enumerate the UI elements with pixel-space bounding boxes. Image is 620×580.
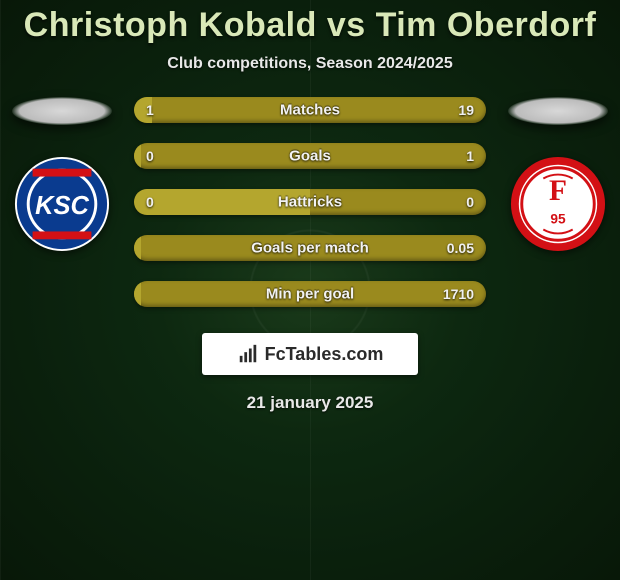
stat-label: Matches — [280, 102, 340, 119]
stat-left-value: 1 — [146, 102, 154, 118]
stat-label: Goals per match — [251, 240, 369, 257]
stat-right-value: 19 — [458, 102, 474, 118]
brand-text: FcTables.com — [265, 344, 384, 365]
stat-left-value: 0 — [146, 148, 154, 164]
page-title: Christoph Kobald vs Tim Oberdorf — [0, 0, 620, 45]
stat-right-value: 1 — [466, 148, 474, 164]
svg-text:KSC: KSC — [35, 192, 89, 220]
date-text: 21 january 2025 — [0, 393, 620, 413]
subtitle: Club competitions, Season 2024/2025 — [0, 55, 620, 73]
stat-label: Min per goal — [266, 286, 354, 303]
stat-right-value: 0 — [466, 194, 474, 210]
brand-badge[interactable]: FcTables.com — [202, 333, 418, 375]
stat-label: Hattricks — [278, 194, 342, 211]
stat-row: Goals per match 0.05 — [134, 235, 486, 261]
svg-text:F: F — [549, 175, 567, 207]
left-team-crest: KSC — [13, 155, 111, 253]
bar-left-fill — [134, 143, 141, 169]
stats-bars: 1 Matches 19 0 Goals 1 0 Hattricks 0 — [134, 97, 486, 307]
stat-row: 0 Goals 1 — [134, 143, 486, 169]
player-silhouette-right — [508, 97, 608, 125]
stat-row: Min per goal 1710 — [134, 281, 486, 307]
stat-right-value: 1710 — [443, 286, 474, 302]
comparison-row: KSC 1 Matches 19 0 Goals 1 — [0, 97, 620, 307]
player-silhouette-left — [12, 97, 112, 125]
stat-row: 1 Matches 19 — [134, 97, 486, 123]
stat-right-value: 0.05 — [447, 240, 474, 256]
right-team-crest: F 95 — [509, 155, 607, 253]
stat-left-value: 0 — [146, 194, 154, 210]
chart-icon — [237, 343, 259, 365]
left-player-side: KSC — [8, 97, 116, 253]
stat-row: 0 Hattricks 0 — [134, 189, 486, 215]
right-player-side: F 95 — [504, 97, 612, 253]
stat-label: Goals — [289, 148, 331, 165]
svg-text:95: 95 — [550, 212, 566, 227]
bar-left-fill — [134, 281, 141, 307]
bar-left-fill — [134, 235, 141, 261]
